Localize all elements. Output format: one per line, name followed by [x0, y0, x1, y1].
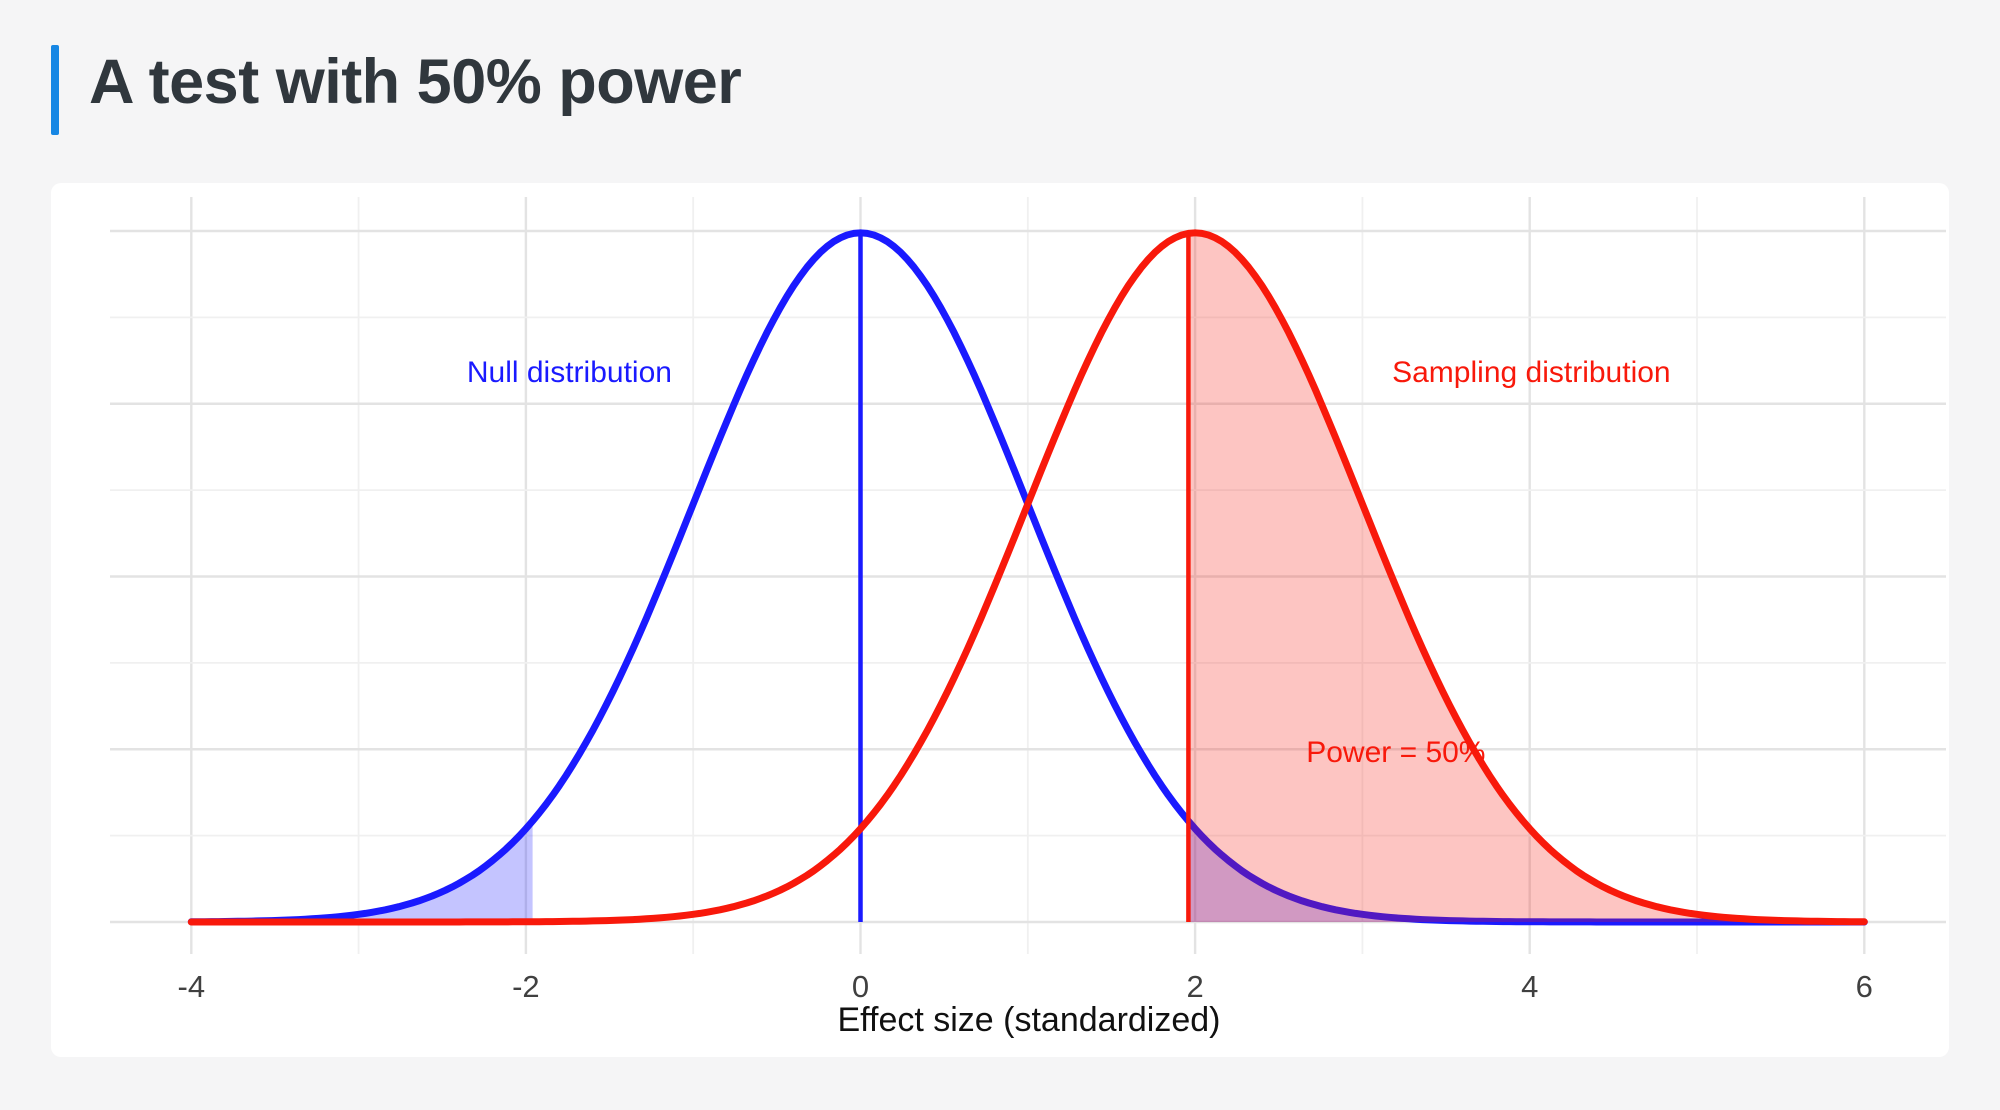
null-distribution-label: Null distribution [466, 355, 672, 389]
x-tick-label: 2 [1186, 969, 1203, 1004]
title-accent-bar [51, 45, 59, 135]
curve-sampling [187, 229, 1868, 926]
power-label: Power = 50% [1306, 735, 1486, 769]
chart-card: -4 -2 0 2 4 6 Null distribution Sampling dist… [51, 183, 1949, 1057]
x-tick-label: 0 [852, 969, 869, 1004]
x-axis-title: Effect size (standardized) [837, 1001, 1221, 1039]
x-tick-label: -2 [512, 969, 540, 1004]
x-tick-label: 6 [1856, 969, 1873, 1004]
x-tick-label: 4 [1521, 969, 1538, 1004]
left-rejection-tail-fill [191, 821, 533, 922]
page-title: A test with 50% power [89, 47, 742, 117]
x-tick-label: -4 [178, 969, 206, 1004]
power-region-fill [1188, 232, 1865, 923]
power-distributions-chart: -4 -2 0 2 4 6 [110, 197, 1946, 1004]
right-rejection-tail-fill [1188, 821, 1865, 922]
sampling-distribution-label: Sampling distribution [1392, 355, 1671, 389]
